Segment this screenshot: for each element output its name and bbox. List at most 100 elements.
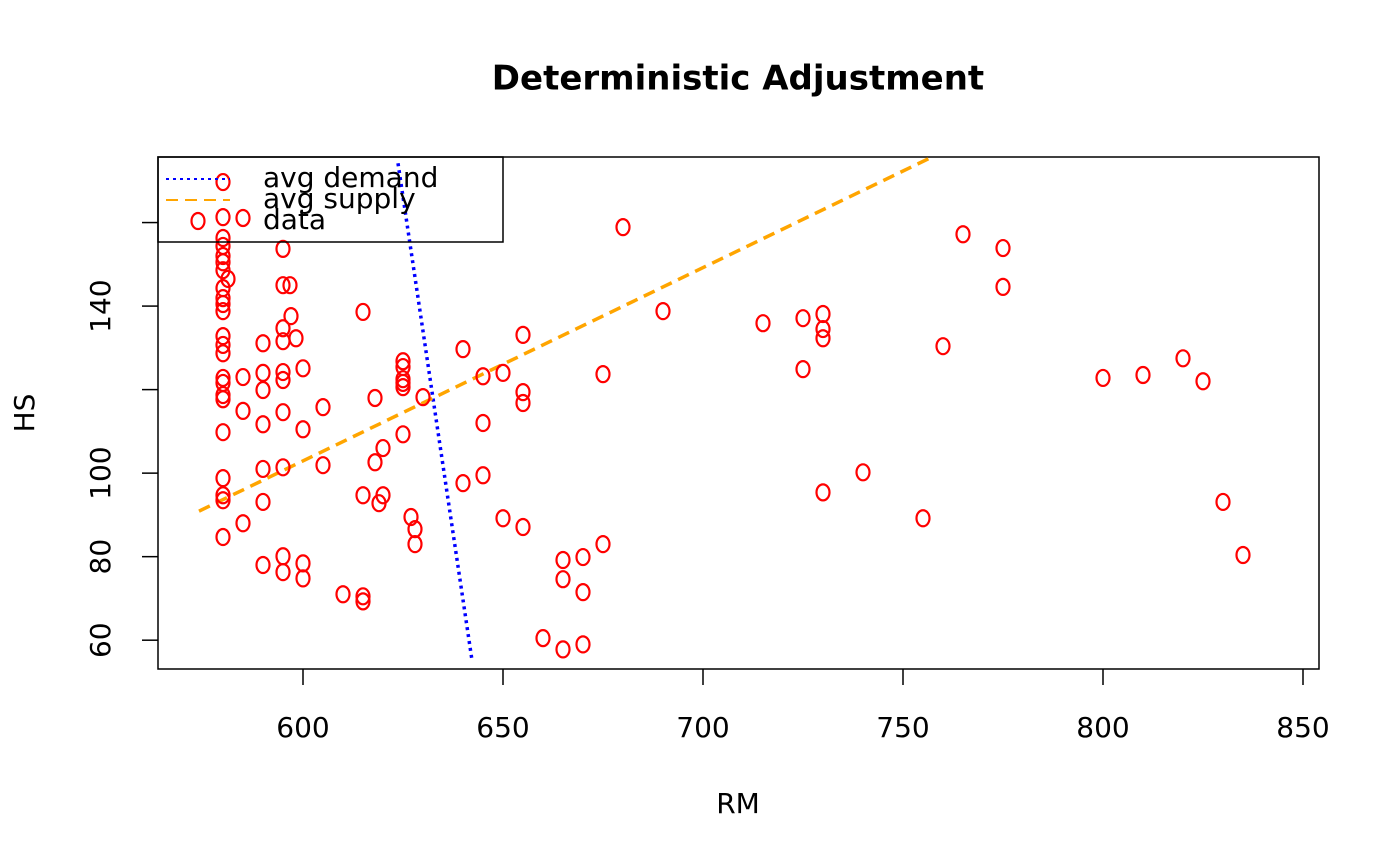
data-point — [535, 628, 551, 648]
data-point — [575, 547, 591, 567]
legend-symbol — [190, 211, 206, 231]
data-point — [275, 362, 291, 382]
data-point — [235, 367, 251, 387]
data-point — [475, 413, 491, 433]
data-point — [215, 172, 231, 192]
data-point — [855, 463, 871, 482]
data-point — [515, 517, 531, 537]
data-point — [275, 403, 291, 422]
data-point — [215, 228, 231, 248]
data-point — [215, 423, 231, 442]
data-point — [215, 246, 231, 266]
data-point — [335, 585, 351, 604]
data-point — [235, 208, 251, 228]
line — [396, 163, 474, 661]
data-point — [275, 547, 291, 566]
x-axis-label: RM — [716, 787, 760, 820]
data-point — [375, 486, 391, 505]
data-point — [415, 388, 431, 407]
data-point — [295, 420, 311, 439]
data-point — [215, 302, 231, 321]
data-point — [815, 319, 831, 339]
x-tick-label: 800 — [1076, 711, 1129, 744]
data-point — [215, 469, 231, 488]
data-point — [555, 570, 571, 589]
data-point — [1095, 368, 1111, 388]
data-point — [295, 569, 311, 588]
data-point — [555, 550, 571, 570]
data-point — [215, 390, 231, 409]
data-point — [215, 335, 231, 355]
legend-label: avg demand — [263, 161, 438, 194]
data-point — [795, 360, 811, 379]
y-tick-label: 80 — [84, 539, 117, 575]
data-point — [275, 239, 291, 258]
data-point — [935, 337, 951, 356]
data-point — [575, 635, 591, 654]
data-point — [515, 393, 531, 413]
data-point — [915, 509, 931, 528]
data-point — [215, 261, 231, 280]
data-point — [395, 352, 411, 371]
data-point — [495, 363, 511, 383]
data-point — [375, 438, 391, 458]
data-point — [215, 491, 231, 510]
data-point — [367, 453, 383, 472]
data-point — [255, 555, 271, 575]
data-point — [1175, 349, 1191, 368]
y-axis-label: HS — [8, 394, 41, 433]
data-point — [407, 535, 423, 554]
data-point — [215, 208, 231, 227]
data-point — [615, 218, 631, 237]
data-point — [215, 344, 231, 363]
data-point — [255, 334, 271, 353]
data-point — [355, 486, 371, 505]
data-point — [995, 238, 1011, 258]
data-point — [995, 277, 1011, 296]
data-point — [455, 340, 471, 359]
data-point — [1215, 492, 1231, 512]
data-point — [1235, 545, 1251, 565]
data-point — [295, 554, 311, 573]
x-tick-label: 600 — [276, 711, 329, 744]
y-tick-label: 60 — [84, 622, 117, 658]
legend-label: avg supply — [263, 182, 416, 215]
y-tick-label: 100 — [84, 446, 117, 499]
data-point — [215, 294, 231, 314]
data-point — [555, 640, 571, 659]
data-point — [595, 535, 611, 554]
x-tick-label: 700 — [676, 711, 729, 744]
data-point — [403, 507, 419, 527]
data-point — [575, 583, 591, 602]
data-point — [255, 380, 271, 400]
data-point — [215, 327, 231, 346]
data-point — [315, 398, 331, 417]
data-point — [475, 367, 491, 386]
data-point — [288, 329, 304, 348]
data-point — [215, 527, 231, 547]
data-point — [815, 329, 831, 348]
data-point — [515, 325, 531, 345]
data-point — [255, 415, 271, 434]
plot-frame — [157, 156, 1320, 670]
y-tick-label: 140 — [84, 279, 117, 332]
data-point — [295, 359, 311, 378]
line — [198, 157, 933, 513]
data-point — [275, 563, 291, 582]
data-point — [215, 486, 231, 505]
data-point — [815, 483, 831, 502]
data-point — [795, 309, 811, 328]
data-point — [595, 365, 611, 384]
data-point — [275, 319, 291, 338]
data-point — [255, 492, 271, 512]
data-point — [315, 456, 331, 475]
data-point — [275, 458, 291, 477]
data-point — [355, 587, 371, 606]
data-point — [955, 225, 971, 244]
data-point — [815, 304, 831, 324]
x-tick-label: 750 — [876, 711, 929, 744]
data-point — [755, 314, 771, 333]
data-point — [355, 302, 371, 322]
legend-label: data — [263, 203, 326, 236]
